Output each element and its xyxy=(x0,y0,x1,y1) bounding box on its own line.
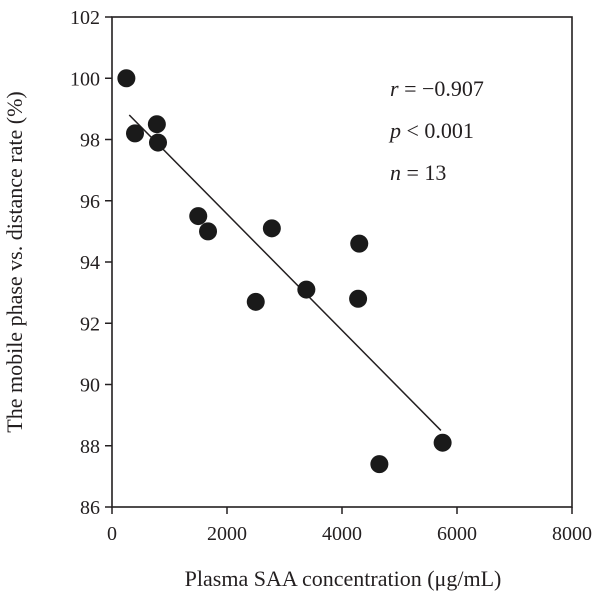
y-tick-label-0: 86 xyxy=(80,497,100,519)
y-tick-label-3: 92 xyxy=(80,313,100,335)
data-point-12 xyxy=(433,433,452,452)
data-point-5 xyxy=(199,222,218,241)
y-tick-label-5: 96 xyxy=(80,191,100,213)
data-point-11 xyxy=(370,455,389,474)
data-point-4 xyxy=(189,207,208,226)
regression-line xyxy=(128,114,442,431)
y-tick-label-4: 94 xyxy=(80,252,100,274)
stat-r: r = −0.907 xyxy=(390,76,484,101)
x-tick-label-1: 2000 xyxy=(207,523,247,545)
x-tick-label-3: 6000 xyxy=(437,523,477,545)
data-points xyxy=(117,69,452,474)
y-tick-label-6: 98 xyxy=(80,130,100,152)
data-point-0 xyxy=(117,69,136,88)
data-point-3 xyxy=(149,133,167,152)
plot-frame xyxy=(111,16,573,508)
y-tick-label-8: 102 xyxy=(70,7,100,29)
data-point-7 xyxy=(262,219,281,238)
x-tick-label-2: 4000 xyxy=(322,523,362,545)
data-point-10 xyxy=(350,234,369,253)
x-tick-label-4: 8000 xyxy=(552,523,592,545)
x-tick-label-0: 0 xyxy=(107,523,117,545)
axis-ticks xyxy=(105,16,573,514)
y-tick-label-1: 88 xyxy=(80,436,100,458)
data-point-2 xyxy=(147,115,166,134)
data-point-9 xyxy=(349,289,368,308)
y-tick-label-7: 100 xyxy=(70,68,100,90)
data-point-8 xyxy=(297,280,316,299)
stat-n: n = 13 xyxy=(390,160,446,185)
data-point-6 xyxy=(246,292,265,311)
x-axis-title: Plasma SAA concentration (μg/mL) xyxy=(185,566,502,591)
axis-tick-labels: 0 2000 4000 6000 8000 86 88 90 92 94 96 98 100 102 xyxy=(70,7,592,545)
stat-p: p < 0.001 xyxy=(388,118,474,143)
y-tick-label-2: 90 xyxy=(80,375,100,397)
data-point-1 xyxy=(126,124,144,143)
y-axis-title: The mobile phase vs. distance rate (%) xyxy=(2,91,27,432)
